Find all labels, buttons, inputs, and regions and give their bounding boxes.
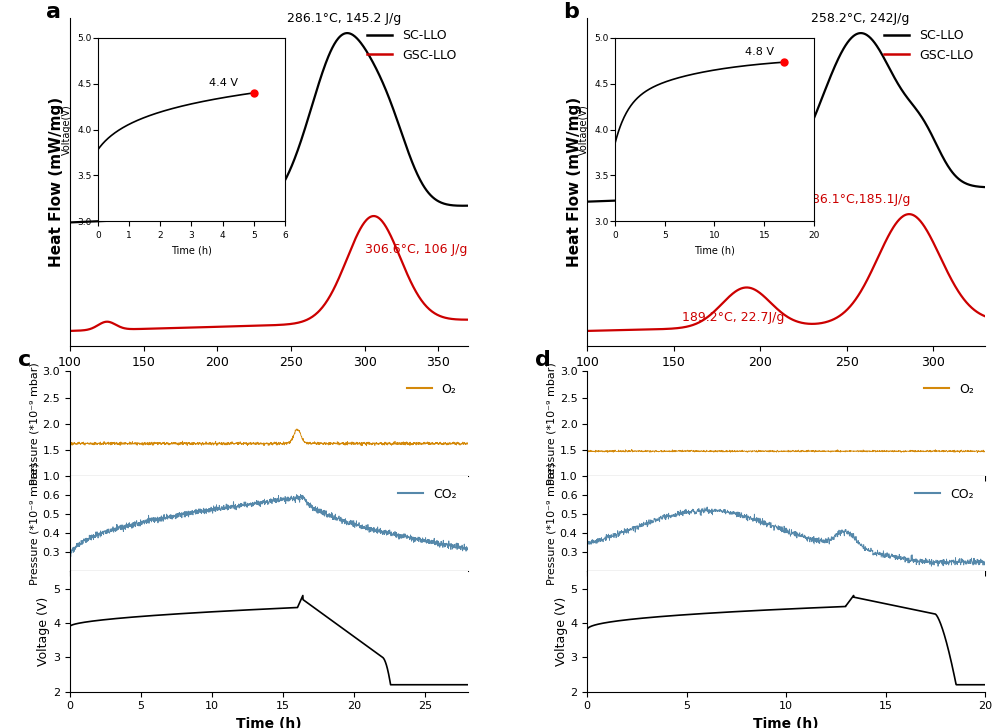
Text: 286.1°C,185.1J/g: 286.1°C,185.1J/g [804, 193, 911, 206]
Text: 179.8°C, 22.5J/g: 179.8°C, 22.5J/g [712, 114, 814, 127]
Legend: CO₂: CO₂ [910, 483, 979, 506]
Y-axis label: Voltage (V): Voltage (V) [555, 597, 568, 666]
Y-axis label: Heat Flow (mW/mg): Heat Flow (mW/mg) [49, 97, 64, 267]
Text: 286.1°C, 145.2 J/g: 286.1°C, 145.2 J/g [287, 12, 401, 25]
X-axis label: Temperature (°C): Temperature (°C) [712, 374, 860, 389]
Y-axis label: Pressure (*10⁻⁹ mbar): Pressure (*10⁻⁹ mbar) [547, 363, 557, 485]
Legend: CO₂: CO₂ [393, 483, 462, 506]
Y-axis label: Pressure (*10⁻⁹ mbar): Pressure (*10⁻⁹ mbar) [547, 462, 557, 585]
Legend: SC-LLO, GSC-LLO: SC-LLO, GSC-LLO [879, 25, 979, 67]
Legend: SC-LLO, GSC-LLO: SC-LLO, GSC-LLO [362, 25, 462, 67]
Y-axis label: Voltage (V): Voltage (V) [37, 597, 50, 666]
Text: 306.6°C, 106 J/g: 306.6°C, 106 J/g [365, 242, 467, 256]
Text: c: c [18, 350, 32, 370]
Legend: O₂: O₂ [402, 378, 462, 400]
X-axis label: Time (h): Time (h) [236, 717, 302, 728]
Legend: O₂: O₂ [919, 378, 979, 400]
Y-axis label: Heat Flow (mW/mg): Heat Flow (mW/mg) [567, 97, 582, 267]
Text: a: a [46, 2, 61, 22]
Text: 189.2°C, 22.7J/g: 189.2°C, 22.7J/g [682, 312, 785, 325]
X-axis label: Temperature (°C): Temperature (°C) [195, 374, 343, 389]
Y-axis label: Pressure (*10⁻⁹ mbar): Pressure (*10⁻⁹ mbar) [30, 363, 40, 485]
Text: b: b [563, 2, 579, 22]
Y-axis label: Pressure (*10⁻⁹ mbar): Pressure (*10⁻⁹ mbar) [30, 462, 40, 585]
Text: d: d [535, 350, 551, 370]
X-axis label: Time (h): Time (h) [753, 717, 819, 728]
Text: 258.2°C, 242J/g: 258.2°C, 242J/g [811, 12, 910, 25]
